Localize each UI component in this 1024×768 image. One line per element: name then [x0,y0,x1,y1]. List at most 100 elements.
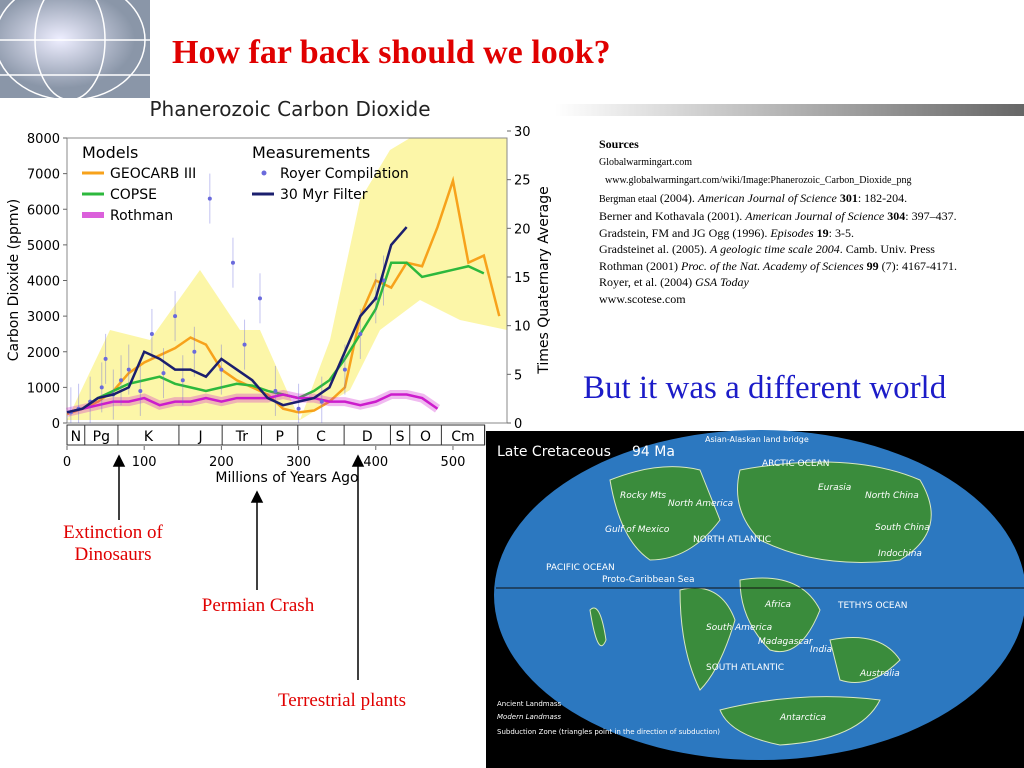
source: GSA Today [695,275,749,289]
point [161,371,166,376]
map-label: Rocky Mts [620,491,666,501]
header-bar [555,104,1024,116]
period-label: N [71,429,81,445]
arrows [112,454,365,680]
source: 301 [839,190,858,205]
period-label: Pg [93,429,110,445]
y-tick-label: 6000 [27,203,60,218]
point [99,385,104,390]
map-legend: Ancient Landmass [497,700,562,708]
sources: Sources Globalwarmingart.com www.globalw… [599,136,957,307]
period-label: D [362,429,373,445]
map-label: North America [668,499,733,509]
point [219,367,224,372]
map-labels: Late Cretaceous 94 Ma Asian-Alaskan land… [497,435,930,736]
source: Berner and Kothavala (2001). [599,209,743,223]
point [103,356,108,361]
x-tick-label: 200 [209,455,234,470]
y-tick-label: 0 [52,417,60,432]
map-label: NORTH ATLANTIC [693,535,771,545]
point [230,260,235,265]
map-age: 94 Ma [632,444,675,460]
point [138,388,143,393]
series-line [66,226,408,414]
point [149,331,154,336]
legend-label: GEOCARB III [110,166,196,182]
point [173,314,178,319]
map-legend: Modern Landmass [497,713,561,721]
y-tick-label: 2000 [27,346,60,361]
map-label: Africa [764,600,791,610]
globe-grid [0,0,150,101]
map-label: Gulf of Mexico [605,525,670,535]
period-label: Cm [451,429,474,445]
y-tick-label: 7000 [27,168,60,183]
annotation: Terrestrial plants [278,690,406,711]
map-label: Asian-Alaskan land bridge [705,435,809,444]
map-label: TETHYS OCEAN [837,601,907,611]
y2-axis-label: Times Quaternary Average [536,186,552,375]
map-label: Indochina [878,549,922,559]
map-legend: Subduction Zone (triangles point in the … [497,728,720,736]
chart-title: Phanerozoic Carbon Dioxide [149,97,430,121]
y2-tick-label: 15 [514,271,531,286]
source: Proc. of the Nat. Academy of Sciences [681,258,864,273]
point [319,399,324,404]
map-label: Eurasia [818,483,851,493]
map-label: Antarctica [779,713,826,723]
source: Globalwarmingart.com [599,156,693,168]
point [207,196,212,201]
map-label: North China [865,491,919,501]
period-label: Tr [235,429,248,445]
y2-tick-label: 20 [514,222,531,237]
source: www.scotese.com [599,291,686,306]
legend-heading: Models [82,143,138,162]
point [180,378,185,383]
legend-swatch [261,170,267,176]
source: 19 [816,225,829,240]
source: 304 [887,209,906,223]
x-tick-label: 100 [132,455,157,470]
y-tick-label: 3000 [27,310,60,325]
y2-tick-label: 30 [514,125,531,140]
x-axis-label: Millions of Years Ago [215,470,358,486]
map-land [589,461,932,746]
x-tick-label: 0 [63,455,71,470]
legend-label: COPSE [110,187,157,203]
source: : 397–437. [905,209,957,223]
source: (2004). [659,190,695,205]
map-label: South China [875,523,930,533]
source: Gradsteinet al. (2005). [599,242,707,256]
source: A geologic time scale 2004 [709,242,840,256]
period-label: J [197,429,202,445]
source: American Journal of Science [745,209,885,223]
x-tick-label: 400 [363,455,388,470]
source: Royer, et al. (2004) [599,275,693,289]
subtitle: But it was a different world [583,370,947,406]
map-label: ARCTIC OCEAN [762,459,830,469]
source: . Camb. Univ. Press [839,242,935,256]
period-label: C [316,429,326,445]
y2-tick-label: 25 [514,174,531,189]
legend-heading: Measurements [252,143,370,162]
source: www.globalwarmingart.com/wiki/Image:Phan… [605,175,912,186]
point [192,349,197,354]
y-tick-label: 5000 [27,239,60,254]
map-label: Madagascar [758,637,814,647]
period-label: K [144,429,154,445]
source: Bergman etaal [599,193,657,205]
source: Episodes [770,225,814,240]
slide-title: How far back should we look? [172,34,611,71]
point [257,296,262,301]
source: : 3-5. [828,225,855,240]
legend-label: 30 Myr Filter [280,187,368,203]
x-tick-label: 300 [286,455,311,470]
annotation: Permian Crash [201,595,315,616]
y2-tick-label: 10 [514,320,531,335]
source: (7): 4167-4171. [881,258,957,273]
map-title: Late Cretaceous [497,444,611,460]
y-tick-label: 8000 [27,132,60,147]
map-label: India [810,645,832,655]
y2-tick-label: 5 [514,368,522,383]
